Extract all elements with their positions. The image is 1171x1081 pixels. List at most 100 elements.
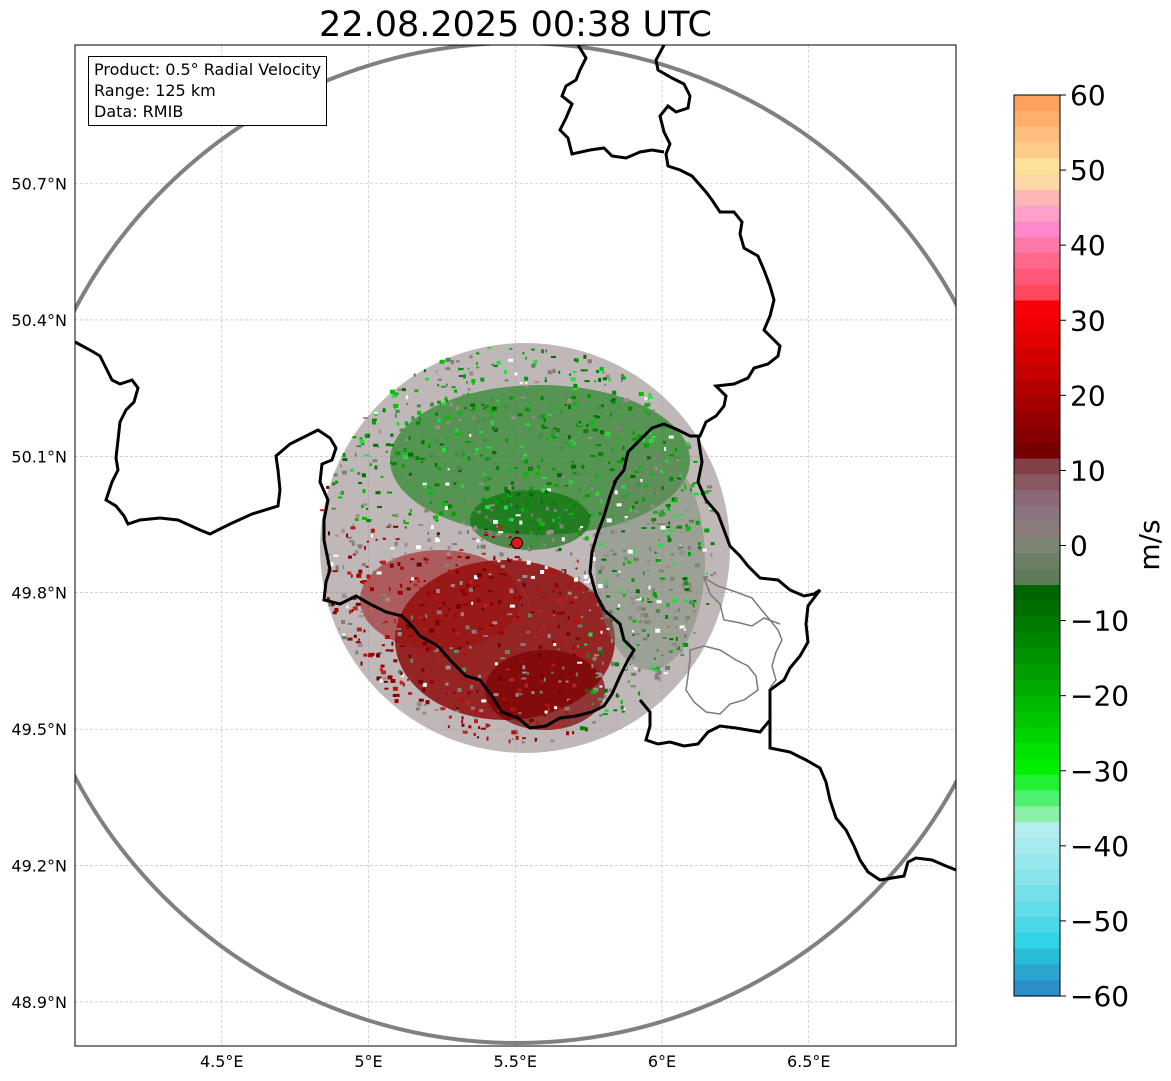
echo-pixel: [481, 403, 484, 406]
colorbar-tick-label: 60: [1070, 79, 1106, 112]
echo-pixel: [656, 648, 660, 652]
echo-pixel: [541, 477, 547, 479]
echo-pixel: [689, 487, 692, 492]
echo-pixel: [395, 451, 401, 456]
plot-frame: [74, 44, 957, 1047]
echo-pixel: [493, 693, 499, 697]
echo-pixel: [561, 678, 565, 681]
echo-pixel: [587, 359, 592, 364]
echo-pixel: [555, 549, 561, 552]
echo-pixel: [509, 586, 513, 591]
echo-pixel: [435, 519, 439, 522]
echo-pixel: [511, 730, 517, 735]
echo-pixel: [668, 529, 674, 533]
colorbar-cell: [1014, 822, 1060, 839]
echo-pixel: [436, 532, 440, 536]
echo-pixel: [402, 481, 406, 483]
echo-pixel: [342, 565, 345, 570]
echo-pixel: [621, 530, 626, 533]
echo-pixel: [389, 563, 394, 568]
echo-pixel: [584, 369, 588, 372]
echo-pixel: [441, 504, 445, 508]
echo-pixel: [569, 601, 574, 604]
echo-pixel: [644, 484, 648, 488]
echo-pixel: [651, 519, 655, 524]
echo-pixel: [434, 650, 439, 652]
echo-pixel: [404, 542, 408, 547]
echo-pixel: [610, 412, 612, 417]
echo-pixel: [660, 577, 666, 580]
colorbar-cell: [1014, 110, 1060, 128]
echo-pixel: [447, 468, 450, 471]
echo-pixel: [469, 409, 474, 412]
echo-pixel: [578, 420, 581, 424]
echo-pixel: [400, 566, 404, 570]
echo-pixel: [520, 396, 526, 399]
echo-pixel: [396, 421, 400, 426]
colorbar-tick-label: −30: [1070, 755, 1129, 788]
echo-pixel: [520, 660, 523, 663]
echo-pixel: [597, 405, 602, 410]
echo-pixel: [615, 662, 620, 667]
echo-pixel: [476, 366, 480, 369]
echo-pixel: [409, 581, 412, 584]
echo-pixel: [400, 583, 403, 588]
echo-pixel: [469, 433, 472, 437]
colorbar-cell: [1014, 695, 1060, 713]
echo-pixel: [437, 418, 441, 423]
echo-pixel: [372, 570, 375, 575]
echo-pixel: [398, 617, 401, 621]
echo-pixel: [372, 418, 377, 421]
echo-pixel: [460, 612, 464, 617]
echo-pixel: [478, 674, 481, 679]
echo-pixel: [353, 634, 357, 638]
echo-pixel: [635, 589, 640, 594]
echo-pixel: [421, 439, 425, 442]
colorbar-cell: [1014, 490, 1060, 507]
echo-pixel: [597, 697, 603, 701]
echo-pixel: [483, 473, 487, 476]
echo-pixel: [355, 514, 360, 518]
echo-pixel: [361, 473, 366, 478]
echo-pixel: [622, 445, 625, 450]
echo-pixel: [588, 589, 594, 592]
echo-pixel: [496, 524, 498, 528]
echo-pixel: [581, 464, 585, 469]
echo-pixel: [524, 385, 529, 388]
echo-pixel: [497, 520, 502, 525]
echo-pixel: [473, 509, 476, 512]
echo-pixel: [620, 705, 624, 710]
echo-pixel: [572, 731, 575, 735]
echo-pixel: [632, 437, 638, 441]
echo-pixel: [482, 568, 487, 572]
colorbar-cell: [1014, 569, 1060, 586]
echo-pixel: [411, 455, 417, 459]
echo-pixel: [543, 677, 546, 682]
echo-pixel: [570, 377, 576, 382]
echo-pixel: [332, 611, 337, 615]
echo-pixel: [599, 714, 603, 717]
echo-pixel: [481, 552, 486, 555]
echo-pixel: [449, 647, 453, 650]
x-tick-label: 5°E: [354, 1052, 382, 1071]
echo-pixel: [458, 375, 463, 377]
echo-pixel: [392, 686, 398, 691]
echo-pixel: [377, 445, 380, 448]
echo-pixel: [575, 499, 578, 504]
echo-pixel: [557, 625, 561, 629]
echo-pixel: [415, 421, 420, 425]
echo-pixel: [424, 703, 427, 706]
echo-pixel: [557, 648, 560, 651]
echo-pixel: [616, 574, 620, 577]
x-tick-label: 6.5°E: [787, 1052, 831, 1071]
echo-pixel: [460, 588, 465, 593]
echo-pixel: [354, 518, 359, 521]
echo-pixel: [558, 446, 564, 451]
echo-pixel: [350, 526, 356, 530]
colorbar-cell: [1014, 664, 1060, 681]
echo-pixel: [653, 470, 658, 475]
echo-pixel: [659, 470, 663, 474]
echo-pixel: [430, 525, 434, 530]
echo-pixel: [340, 490, 344, 495]
echo-pixel: [601, 444, 604, 447]
